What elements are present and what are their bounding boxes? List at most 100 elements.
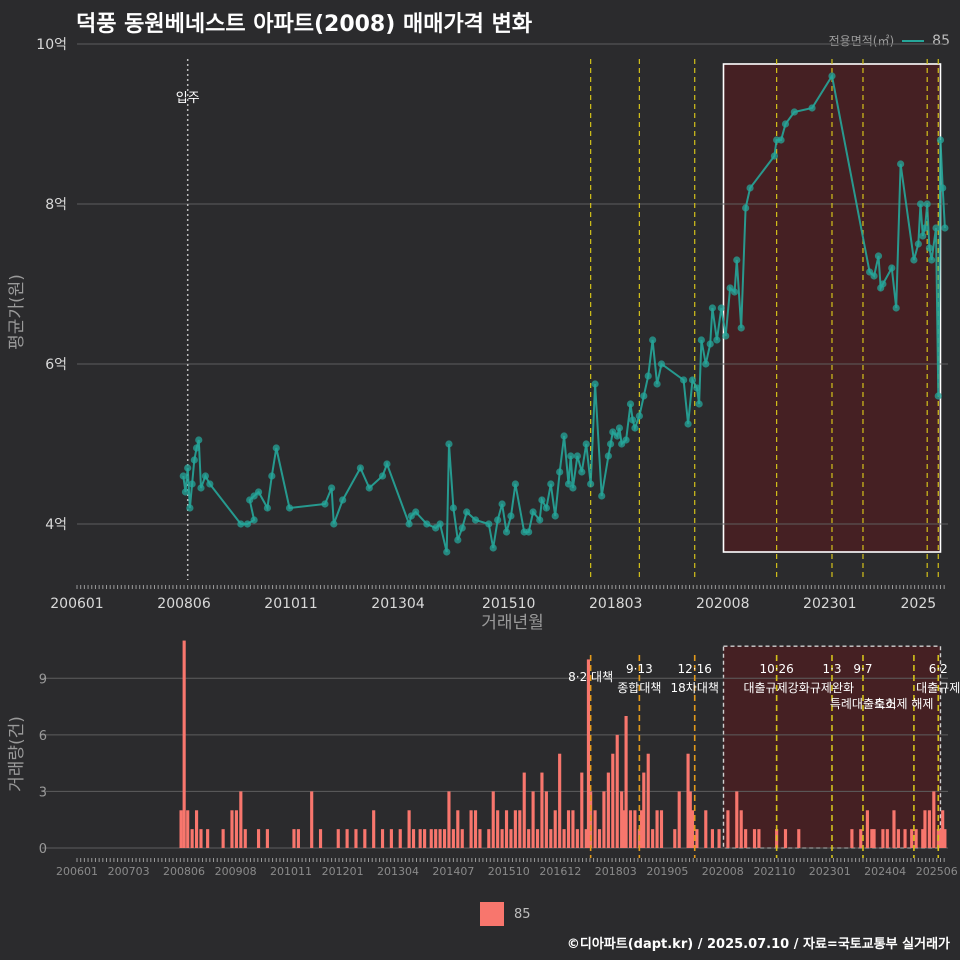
volume-bar <box>673 829 677 848</box>
volume-bar <box>553 810 557 848</box>
volume-bar <box>872 829 876 848</box>
price-point <box>339 496 347 504</box>
price-point <box>733 256 741 264</box>
price-point <box>702 360 710 368</box>
price-point <box>321 500 329 508</box>
volume-panel: 0 3 6 9 8·2 대책 9·13 종합대책 12·16 18차대책 10·26 대출규제강화 1… <box>7 640 960 878</box>
price-point <box>188 480 196 488</box>
price-point <box>629 416 637 424</box>
volume-bar <box>292 829 296 848</box>
volume-bar <box>606 772 610 848</box>
price-point <box>717 304 725 312</box>
price-point <box>536 516 544 524</box>
volume-bar <box>566 810 571 848</box>
price-point <box>910 256 918 264</box>
volume-bar <box>677 791 681 848</box>
price-point <box>507 512 515 520</box>
price-point <box>928 256 936 264</box>
price-point <box>463 508 471 516</box>
volume-bar <box>190 829 194 848</box>
price-point <box>538 496 546 504</box>
price-point <box>934 392 942 400</box>
volume-bar <box>434 829 438 848</box>
x-tick-label: 201304 <box>371 596 425 612</box>
volume-bar <box>429 829 433 848</box>
price-point <box>525 528 533 536</box>
x-tick-label: 202008 <box>702 865 744 878</box>
volume-bar <box>504 810 509 848</box>
price-point <box>932 224 940 232</box>
policy-date-label: 6·2 <box>929 662 948 676</box>
policy-date-label: 8·2 대책 <box>568 669 613 684</box>
volume-bar <box>735 791 739 848</box>
price-point <box>591 380 599 388</box>
highlight-box <box>722 63 942 553</box>
volume-bar <box>865 810 869 848</box>
price-point <box>941 224 949 232</box>
price-point <box>923 200 931 208</box>
price-point <box>547 480 555 488</box>
price-point <box>808 104 816 112</box>
x-tick-label: 201803 <box>595 865 637 878</box>
volume-bar <box>478 829 482 848</box>
volume-bar <box>407 810 411 848</box>
volume-bar <box>651 829 655 848</box>
price-point <box>622 436 630 444</box>
volume-bar <box>456 810 460 848</box>
volume-bar <box>717 829 721 848</box>
legend-bottom-label: 85 <box>514 906 531 922</box>
policy-name-label: 특례대출축소 <box>830 697 896 711</box>
price-point <box>870 272 878 280</box>
price-point <box>573 452 581 460</box>
x-tick-label: 202110 <box>753 865 795 878</box>
volume-bar <box>602 791 606 848</box>
y-tick-label: 6 <box>39 729 47 744</box>
volume-bar <box>509 829 513 848</box>
price-point <box>939 184 947 192</box>
price-point <box>888 264 896 272</box>
volume-bar <box>757 829 761 848</box>
volume-bar <box>633 810 637 848</box>
price-point <box>613 432 621 440</box>
legend-bar-swatch <box>480 902 504 926</box>
volume-bar <box>221 829 225 848</box>
volume-bar <box>744 829 748 848</box>
volume-bar <box>179 810 183 848</box>
volume-bar <box>932 791 936 848</box>
x-tick-label: 201011 <box>270 865 312 878</box>
volume-bar <box>628 810 633 848</box>
x-tick-label: 201510 <box>488 865 530 878</box>
volume-bar <box>199 829 203 848</box>
volume-bar <box>527 829 531 848</box>
price-point <box>742 204 750 212</box>
volume-bar <box>336 829 340 848</box>
volume-bar <box>688 791 692 848</box>
volume-bar <box>575 829 579 848</box>
volume-bar <box>943 829 947 848</box>
price-point <box>925 244 934 252</box>
volume-bar <box>354 829 358 848</box>
volume-bar <box>460 829 464 848</box>
x-tick-label: 201011 <box>264 596 317 612</box>
price-point <box>897 160 905 168</box>
price-point <box>243 520 252 528</box>
volume-bar <box>345 829 349 848</box>
price-point <box>254 488 263 496</box>
price-point <box>604 452 612 460</box>
price-point <box>511 480 519 488</box>
volume-bar <box>726 810 730 848</box>
volume-bar <box>256 829 261 848</box>
source-credit: ©디아파트(dapt.kr) / 2025.07.10 / 자료=국토교통부 실… <box>566 937 950 952</box>
price-point <box>423 520 431 528</box>
volume-bar <box>690 810 695 848</box>
policy-date-label: 9·13 <box>626 662 653 676</box>
price-point <box>502 528 511 536</box>
price-point <box>697 336 705 344</box>
price-point <box>285 504 294 512</box>
volume-bar <box>473 810 478 848</box>
volume-bar <box>903 829 907 848</box>
volume-bar <box>870 829 874 848</box>
price-point <box>179 472 187 480</box>
x-tick-label: 201510 <box>482 596 535 612</box>
